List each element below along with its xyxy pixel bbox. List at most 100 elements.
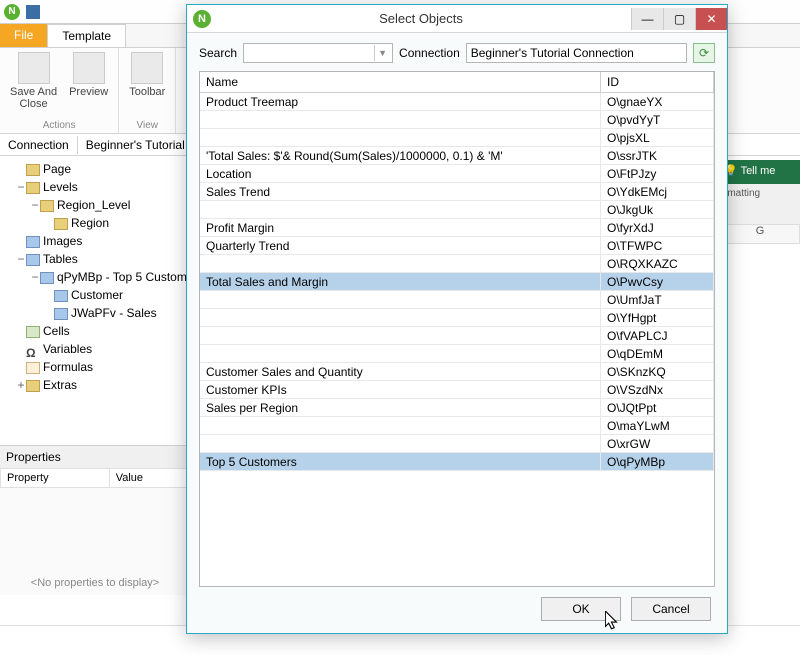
cell-name bbox=[200, 327, 601, 345]
tree-pane: Page −Levels −Region_Level Region Images… bbox=[0, 156, 190, 625]
tell-me[interactable]: 💡 Tell me bbox=[720, 160, 800, 181]
cell-name bbox=[200, 309, 601, 327]
refresh-button[interactable]: ⟳ bbox=[693, 43, 715, 63]
cell-id: O\maYLwM bbox=[601, 417, 714, 435]
tree-images[interactable]: Images bbox=[43, 234, 82, 248]
tree-extras[interactable]: Extras bbox=[43, 378, 77, 392]
dialog-connection-field[interactable]: Beginner's Tutorial Connection bbox=[466, 43, 687, 63]
table-row[interactable]: O\YfHgpt bbox=[200, 309, 714, 327]
cell-id: O\xrGW bbox=[601, 435, 714, 453]
prop-col-property[interactable]: Property bbox=[1, 469, 110, 488]
cell-name: 'Total Sales: $'& Round(Sum(Sales)/10000… bbox=[200, 147, 601, 165]
table-row[interactable]: O\JkgUk bbox=[200, 201, 714, 219]
cell-id: O\TFWPC bbox=[601, 237, 714, 255]
preview-button[interactable]: Preview bbox=[69, 52, 108, 110]
tree-cells[interactable]: Cells bbox=[43, 324, 70, 338]
preview-label: Preview bbox=[69, 86, 108, 98]
table-row[interactable]: 'Total Sales: $'& Round(Sum(Sales)/10000… bbox=[200, 147, 714, 165]
tab-file[interactable]: File bbox=[0, 24, 47, 47]
table-row[interactable]: O\xrGW bbox=[200, 435, 714, 453]
cell-name: Product Treemap bbox=[200, 93, 601, 111]
cell-id: O\RQXKAZC bbox=[601, 255, 714, 273]
app-logo-icon: N bbox=[4, 4, 20, 20]
table-row[interactable]: Customer Sales and QuantityO\SKnzKQ bbox=[200, 363, 714, 381]
table-row[interactable]: Profit MarginO\fyrXdJ bbox=[200, 219, 714, 237]
tree-region-level[interactable]: Region_Level bbox=[57, 198, 130, 212]
cell-name bbox=[200, 111, 601, 129]
cell-id: O\PwvCsy bbox=[601, 273, 714, 291]
tree-region[interactable]: Region bbox=[71, 216, 109, 230]
table-row[interactable]: Quarterly TrendO\TFWPC bbox=[200, 237, 714, 255]
save-and-close-button[interactable]: Save And Close bbox=[10, 52, 57, 110]
cancel-button[interactable]: Cancel bbox=[631, 597, 711, 621]
close-button[interactable]: ✕ bbox=[695, 8, 727, 30]
tree-levels[interactable]: Levels bbox=[43, 180, 78, 194]
dialog-titlebar[interactable]: N Select Objects — ▢ ✕ bbox=[187, 5, 727, 33]
table-row[interactable]: Sales TrendO\YdkEMcj bbox=[200, 183, 714, 201]
cell-id: O\VSzdNx bbox=[601, 381, 714, 399]
cell-name bbox=[200, 417, 601, 435]
table-row[interactable]: O\maYLwM bbox=[200, 417, 714, 435]
cell-name bbox=[200, 291, 601, 309]
table-row[interactable]: Product TreemapO\gnaeYX bbox=[200, 93, 714, 111]
cell-name: Total Sales and Margin bbox=[200, 273, 601, 291]
select-objects-dialog: N Select Objects — ▢ ✕ Search ▼ Connecti… bbox=[186, 4, 728, 634]
table-row[interactable]: O\pjsXL bbox=[200, 129, 714, 147]
filter-icon[interactable]: ▼ bbox=[374, 45, 390, 61]
save-close-label: Save And Close bbox=[10, 86, 57, 110]
table-row[interactable]: O\RQXKAZC bbox=[200, 255, 714, 273]
cell-name: Customer KPIs bbox=[200, 381, 601, 399]
cell-name: Top 5 Customers bbox=[200, 453, 601, 471]
tree-tables[interactable]: Tables bbox=[43, 252, 78, 266]
properties-pane: Properties Property Value <No properties… bbox=[0, 445, 190, 595]
tree-sales[interactable]: JWaPFv - Sales bbox=[71, 306, 157, 320]
refresh-icon: ⟳ bbox=[699, 46, 709, 60]
table-row[interactable]: O\qDEmM bbox=[200, 345, 714, 363]
cell-id: O\pjsXL bbox=[601, 129, 714, 147]
table-row[interactable]: Sales per RegionO\JQtPpt bbox=[200, 399, 714, 417]
cell-name: Customer Sales and Quantity bbox=[200, 363, 601, 381]
save-icon[interactable] bbox=[26, 5, 40, 19]
table-row[interactable]: Top 5 CustomersO\qPyMBp bbox=[200, 453, 714, 471]
cell-name bbox=[200, 255, 601, 273]
table-row[interactable]: O\UmfJaT bbox=[200, 291, 714, 309]
no-properties-text: <No properties to display> bbox=[0, 577, 190, 589]
dialog-title: Select Objects bbox=[211, 11, 631, 26]
search-input[interactable]: ▼ bbox=[243, 43, 393, 63]
tree-table-item[interactable]: qPyMBp - Top 5 Custom bbox=[57, 270, 187, 284]
table-row[interactable]: LocationO\FtPJzy bbox=[200, 165, 714, 183]
table-row[interactable]: Customer KPIsO\VSzdNx bbox=[200, 381, 714, 399]
ok-button[interactable]: OK bbox=[541, 597, 621, 621]
col-id[interactable]: ID bbox=[601, 72, 714, 93]
table-row[interactable]: O\fVAPLCJ bbox=[200, 327, 714, 345]
dialog-buttons: OK Cancel bbox=[199, 587, 715, 623]
maximize-button[interactable]: ▢ bbox=[663, 8, 695, 30]
table-row[interactable]: O\pvdYyT bbox=[200, 111, 714, 129]
cell-id: O\ssrJTK bbox=[601, 147, 714, 165]
tab-template[interactable]: Template bbox=[47, 24, 126, 47]
minimize-button[interactable]: — bbox=[631, 8, 663, 30]
cell-id: O\JkgUk bbox=[601, 201, 714, 219]
tree-page[interactable]: Page bbox=[43, 162, 71, 176]
toolbar-button[interactable]: Toolbar bbox=[129, 52, 165, 98]
cell-name: Sales Trend bbox=[200, 183, 601, 201]
col-name[interactable]: Name bbox=[200, 72, 601, 93]
tree-formulas[interactable]: Formulas bbox=[43, 360, 93, 374]
tree-variables[interactable]: Variables bbox=[43, 342, 92, 356]
search-row: Search ▼ Connection Beginner's Tutorial … bbox=[199, 43, 715, 63]
objects-grid[interactable]: Name ID Product TreemapO\gnaeYXO\pvdYyTO… bbox=[200, 72, 714, 471]
cell-name: Location bbox=[200, 165, 601, 183]
prop-col-value[interactable]: Value bbox=[109, 469, 189, 488]
ribbon-group-view: Toolbar View bbox=[119, 48, 176, 133]
ribbon-group-actions: Save And Close Preview Actions bbox=[0, 48, 119, 133]
cell-id: O\UmfJaT bbox=[601, 291, 714, 309]
excel-col-g[interactable]: G bbox=[720, 224, 800, 244]
tree-customer[interactable]: Customer bbox=[71, 288, 123, 302]
object-tree[interactable]: Page −Levels −Region_Level Region Images… bbox=[0, 156, 189, 398]
group-label-actions: Actions bbox=[43, 120, 76, 133]
cell-id: O\SKnzKQ bbox=[601, 363, 714, 381]
cell-name bbox=[200, 435, 601, 453]
cell-id: O\qDEmM bbox=[601, 345, 714, 363]
excel-fragment: 💡 Tell me rmatting G bbox=[720, 160, 800, 360]
table-row[interactable]: Total Sales and MarginO\PwvCsy bbox=[200, 273, 714, 291]
